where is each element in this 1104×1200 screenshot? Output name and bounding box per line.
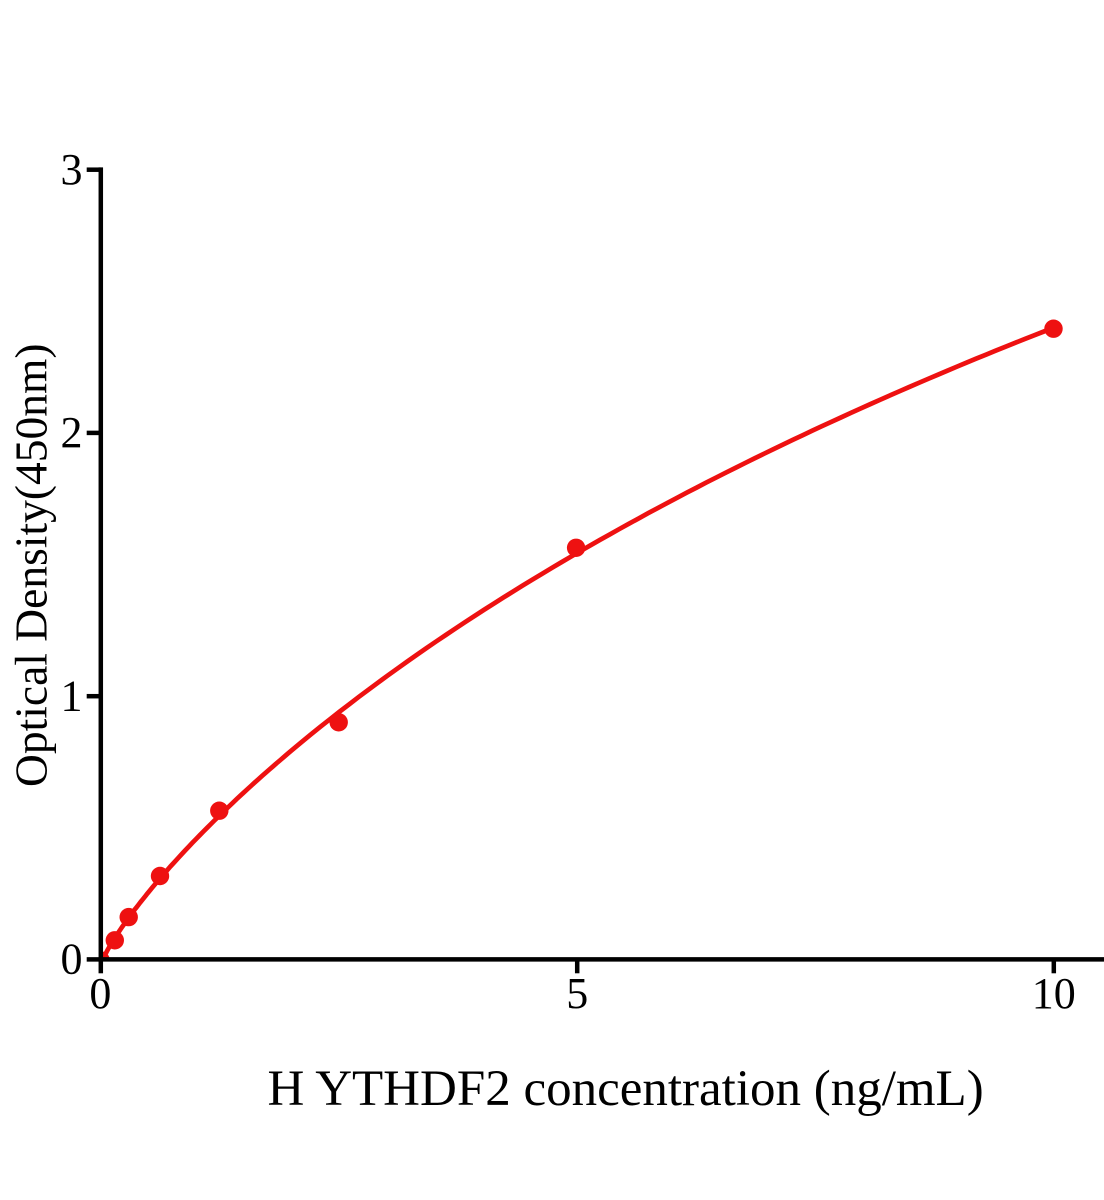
svg-text:2: 2 bbox=[61, 408, 83, 457]
svg-text:0: 0 bbox=[61, 935, 83, 984]
svg-text:10: 10 bbox=[1032, 969, 1076, 1018]
svg-text:H YTHDF2 concentration (ng/mL): H YTHDF2 concentration (ng/mL) bbox=[268, 1061, 984, 1117]
svg-text:1: 1 bbox=[61, 671, 83, 720]
svg-text:3: 3 bbox=[61, 145, 83, 194]
svg-text:5: 5 bbox=[566, 969, 588, 1018]
svg-text:0: 0 bbox=[89, 969, 111, 1018]
svg-text:Optical Density(450nm): Optical Density(450nm) bbox=[6, 343, 57, 787]
